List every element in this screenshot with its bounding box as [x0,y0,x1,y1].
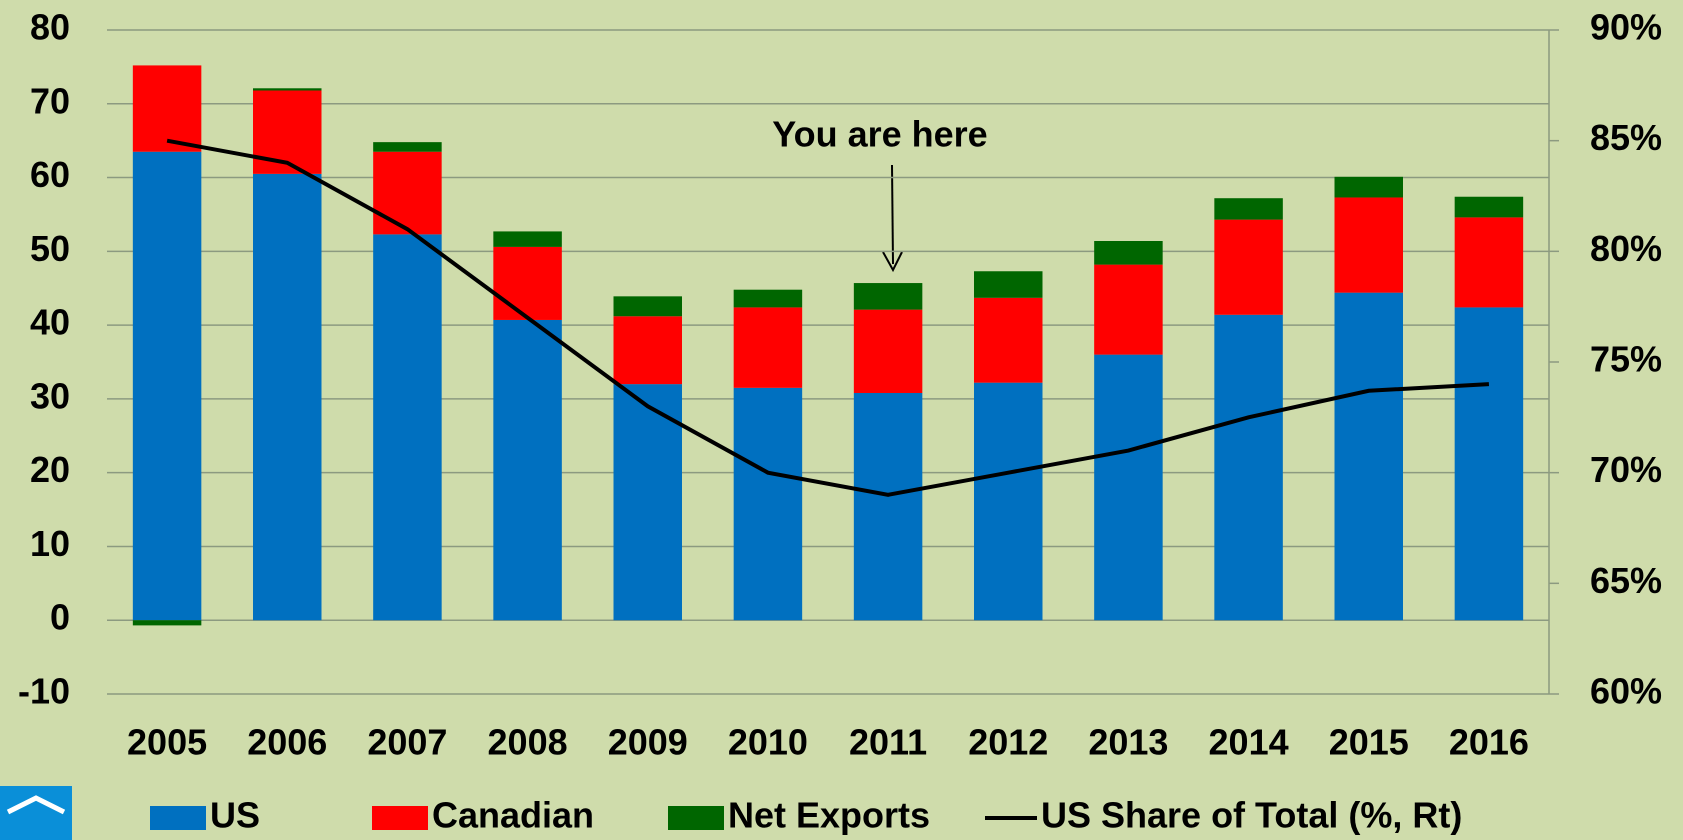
x-tick-label: 2012 [968,722,1048,763]
bar-segment [132,65,202,152]
y2-tick-label: 70% [1590,449,1662,490]
y-tick-label: 60 [30,154,70,195]
bar-segment [253,173,322,621]
x-tick-label: 2006 [247,722,327,763]
bar-segment [493,246,562,320]
y-tick-label: 20 [30,449,70,490]
y2-tick-label: 85% [1590,117,1662,158]
bar-segment [853,309,923,393]
bar-segment [1334,176,1403,198]
x-tick-label: 2016 [1449,722,1529,763]
bar-segment [974,382,1043,621]
bar-segment [132,620,202,626]
bar-segment [373,234,442,621]
x-tick-label: 2008 [488,722,568,763]
bar-segment [1094,354,1163,621]
x-tick-label: 2009 [608,722,688,763]
y2-tick-label: 65% [1590,560,1662,601]
bar-segment [853,283,923,310]
x-tick-label: 2014 [1209,722,1289,763]
legend-label: US Share of Total (%, Rt) [1041,795,1462,836]
x-tick-label: 2015 [1329,722,1409,763]
y-tick-label: 0 [50,597,70,638]
x-tick-label: 2013 [1088,722,1168,763]
y-tick-label: 10 [30,523,70,564]
bar-segment [974,271,1043,298]
y-tick-label: 50 [30,228,70,269]
annotation: You are here [772,114,987,155]
bar-segment [613,384,682,621]
bar-segment [132,151,202,621]
legend-swatch [372,806,428,830]
x-tick-label: 2011 [849,722,927,763]
bar-segment [493,231,562,247]
legend-label: US [210,795,260,836]
bar-segment [1334,292,1403,621]
bar-segment [1214,314,1283,621]
bar-segment [493,319,562,621]
bar-segment [1094,264,1163,355]
y2-tick-label: 80% [1590,228,1662,269]
bar-segment [733,387,803,621]
y-tick-label: 40 [30,302,70,343]
bar-segment [1094,241,1163,265]
bar-segment [1454,217,1524,308]
bar-segment [1334,197,1403,293]
y-tick-label: 70 [30,80,70,121]
y-tick-label: 30 [30,375,70,416]
x-tick-label: 2010 [728,722,808,763]
y-tick-label: 80 [30,7,70,48]
legend-label: Canadian [432,795,594,836]
bar-segment [613,316,682,385]
bar-segment [1454,307,1524,621]
bar-segment [1454,196,1524,218]
y2-tick-label: 60% [1590,671,1662,712]
legend-swatch [668,806,724,830]
x-tick-label: 2005 [127,722,207,763]
annotation-arrow [891,164,894,265]
y2-tick-label: 75% [1590,339,1662,380]
bar-segment [853,392,923,621]
y-tick-label: -10 [18,671,70,712]
bar-segment [613,296,682,317]
bar-segment [373,151,442,235]
bar-segment [1214,219,1283,315]
legend-swatch [150,806,206,830]
bar-segment [974,297,1043,383]
bar-segment [373,142,442,152]
y2-tick-label: 90% [1590,7,1662,48]
bar-segment [1214,198,1283,220]
x-tick-label: 2007 [367,722,447,763]
legend-label: Net Exports [728,795,930,836]
annotation-arrowhead [882,251,903,273]
bar-segment [733,289,803,308]
bar-segment [253,88,322,91]
logo [0,786,72,840]
share-line [166,138,1490,497]
bar-segment [733,307,803,388]
